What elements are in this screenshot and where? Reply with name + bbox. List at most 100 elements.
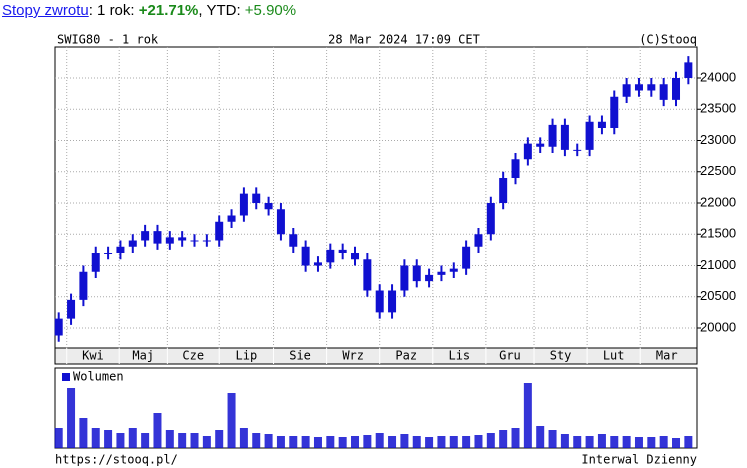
volume-bar	[560, 434, 569, 448]
volume-bar	[610, 436, 619, 448]
candle-body	[54, 318, 63, 336]
volume-bar	[486, 433, 495, 448]
volume-bar	[499, 430, 508, 448]
candle-body	[190, 240, 199, 242]
x-tick-label: Kwi	[82, 349, 104, 363]
volume-bar	[622, 436, 631, 448]
y-tick-label: 24000	[700, 69, 736, 84]
y-tick-label: 22500	[700, 163, 736, 178]
volume-bar	[276, 436, 285, 448]
volume-bar	[252, 433, 261, 448]
y-tick-label: 21000	[700, 257, 736, 272]
returns-link[interactable]: Stopy zwrotu	[2, 2, 89, 19]
candle-body	[165, 237, 174, 244]
candle-body	[264, 203, 273, 210]
candle-body	[276, 209, 285, 235]
volume-bar	[141, 433, 150, 448]
volume-bar	[412, 436, 421, 448]
volume-bar	[573, 436, 582, 448]
candle-body	[684, 62, 693, 78]
return-1y: +21.71%	[138, 2, 199, 19]
volume-bar	[239, 428, 248, 448]
candle-body	[622, 84, 631, 97]
volume-bar	[79, 418, 88, 448]
candle-body	[388, 290, 397, 313]
volume-bar	[449, 436, 458, 448]
volume-bar	[511, 428, 520, 448]
candle-body	[437, 271, 446, 275]
y-tick-label: 22000	[700, 194, 736, 209]
candle-body	[412, 265, 421, 282]
volume-bar	[190, 433, 199, 448]
volume-bar	[338, 437, 347, 448]
legend-label: Wolumen	[73, 370, 124, 384]
volume-bar	[585, 436, 594, 448]
volume-bar	[104, 430, 113, 448]
candle-body	[313, 262, 322, 266]
candle-body	[511, 159, 520, 178]
candle-body	[227, 215, 236, 222]
candle-body	[153, 231, 162, 244]
x-tick-label: Sty	[550, 349, 572, 363]
y-tick-label: 20500	[700, 288, 736, 303]
x-tick-label: Maj	[132, 349, 154, 363]
y-tick-label: 23500	[700, 101, 736, 116]
candle-body	[548, 124, 557, 147]
volume-bar	[301, 436, 310, 448]
candle-body	[239, 193, 248, 216]
volume-bar	[165, 430, 174, 448]
volume-bar	[54, 428, 63, 448]
candle-body	[252, 193, 261, 203]
chart-title: SWIG80 - 1 rok	[57, 33, 159, 47]
volume-bar	[202, 436, 211, 448]
candle-body	[474, 234, 483, 247]
y-tick-label: 21500	[700, 226, 736, 241]
volume-bar	[313, 437, 322, 448]
candle-body	[659, 84, 668, 100]
candle-body	[79, 271, 88, 300]
return-ytd: +5.90%	[244, 2, 297, 19]
returns-header: Stopy zwrotu: 1 rok: +21.71%, YTD: +5.90…	[2, 2, 296, 19]
volume-bar	[462, 436, 471, 448]
footer-url: https://stooq.pl/	[55, 453, 178, 467]
volume-bar	[116, 433, 125, 448]
volume-bar	[264, 434, 273, 448]
volume-bar	[375, 433, 384, 448]
x-tick-label: Mar	[656, 349, 678, 363]
volume-bar	[684, 436, 693, 448]
volume-bar	[351, 436, 360, 448]
legend-swatch	[62, 373, 70, 381]
volume-bar	[289, 436, 298, 448]
volume-bar	[647, 437, 656, 448]
volume-bar	[67, 388, 76, 448]
volume-bar	[326, 436, 335, 448]
volume-bar	[227, 393, 236, 448]
candle-body	[462, 246, 471, 269]
candle-body	[363, 259, 372, 291]
candle-body	[178, 237, 187, 241]
volume-bar	[363, 435, 372, 448]
volume-bar	[91, 428, 100, 448]
x-tick-label: Cze	[182, 349, 204, 363]
candle-body	[672, 78, 681, 100]
x-tick-label: Lis	[448, 349, 470, 363]
candle-body	[585, 121, 594, 150]
candle-body	[425, 274, 434, 282]
x-tick-label: Lip	[236, 349, 258, 363]
candle-body	[610, 96, 619, 128]
x-tick-label: Wrz	[342, 349, 364, 363]
volume-bar	[659, 436, 668, 448]
candle-body	[326, 249, 335, 263]
candle-body	[128, 240, 137, 247]
x-tick-label: Gru	[499, 349, 521, 363]
y-tick-label: 20000	[700, 319, 736, 334]
x-tick-label: Paz	[395, 349, 417, 363]
volume-bar	[672, 438, 681, 448]
x-tick-label: Lut	[603, 349, 625, 363]
volume-bar	[523, 383, 532, 448]
volume-bar	[388, 436, 397, 448]
chart-date: 28 Mar 2024 17:09 CET	[328, 33, 480, 47]
x-axis-band	[54, 347, 698, 365]
candle-body	[536, 143, 545, 147]
